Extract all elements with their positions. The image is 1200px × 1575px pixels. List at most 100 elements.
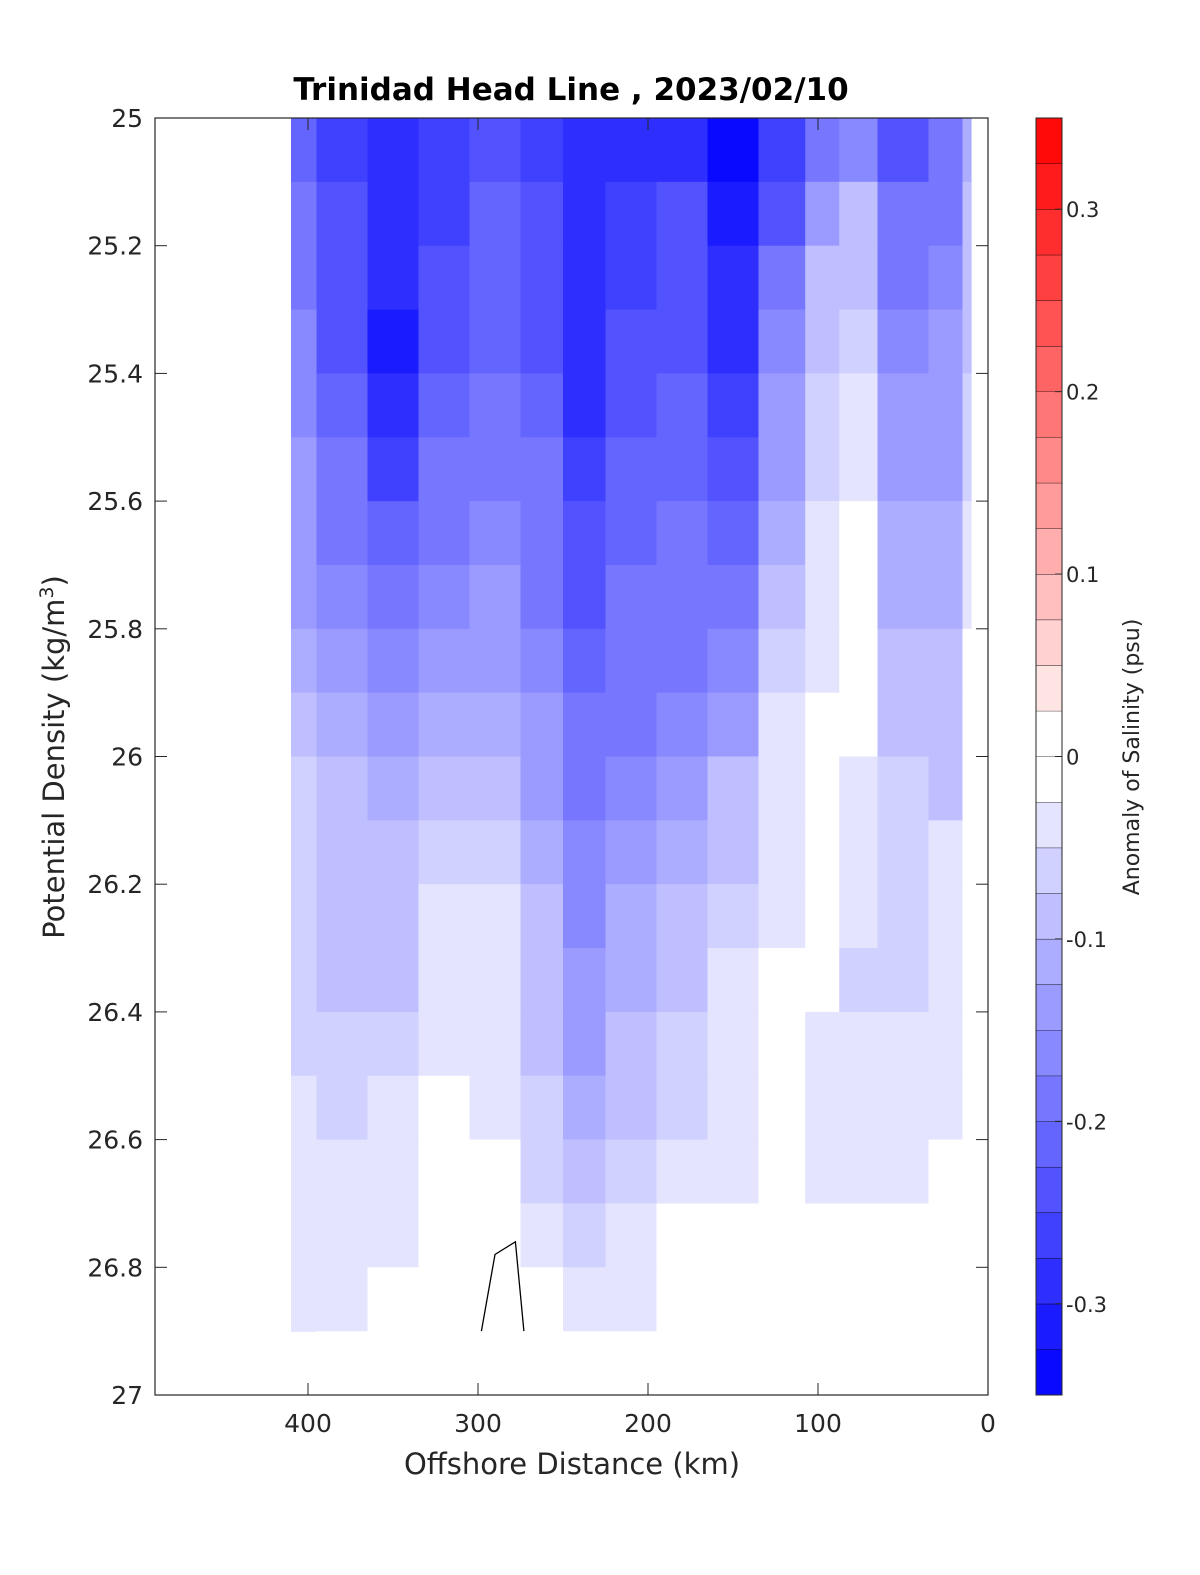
heatmap-cell (839, 948, 879, 1013)
colorbar-bands (1036, 117, 1062, 1395)
colorbar-band (1036, 1075, 1062, 1122)
colorbar-band (1036, 209, 1062, 255)
heatmap-cell (520, 884, 564, 949)
heatmap-cell (418, 1075, 471, 1141)
heatmap-cell (418, 1267, 471, 1332)
heatmap-cell (928, 756, 964, 821)
heatmap-cell (805, 245, 840, 311)
heatmap-cell (758, 1331, 806, 1332)
heatmap-cell (316, 628, 369, 694)
heatmap-cell (469, 437, 522, 502)
heatmap-cell (367, 501, 420, 566)
heatmap-cell (656, 118, 709, 183)
heatmap-cell (839, 437, 879, 502)
colorbar-band (1036, 710, 1062, 757)
heatmap-cell (418, 948, 471, 1013)
y-tick-label: 25 (111, 104, 143, 133)
heatmap-cell (707, 1203, 760, 1268)
heatmap-cell (758, 1203, 806, 1268)
heatmap-cell (605, 1331, 658, 1332)
heatmap-cell (605, 373, 658, 438)
heatmap-cell (928, 692, 964, 758)
heatmap-cell (291, 564, 318, 630)
heatmap-cell (707, 820, 760, 885)
heatmap-cell (563, 820, 607, 885)
heatmap-cell (291, 181, 318, 247)
x-axis-ticks: 400 300 200 100 0 (284, 118, 996, 1438)
heatmap-cell (469, 245, 522, 311)
colorbar-band (1036, 619, 1062, 666)
heatmap-cell (928, 181, 964, 247)
heatmap-cell (877, 692, 930, 758)
heatmap-cell (520, 756, 564, 821)
y-tick-label: 26.6 (87, 1126, 143, 1155)
heatmap-cell (563, 309, 607, 374)
heatmap-cell (367, 564, 420, 630)
heatmap-cell (877, 309, 930, 374)
heatmap-cell (316, 181, 369, 247)
y-tick-label: 26.4 (87, 998, 143, 1027)
heatmap-cell (291, 437, 318, 502)
heatmap-cell (805, 1267, 840, 1332)
heatmap-cell (367, 1203, 420, 1268)
heatmap-cell (877, 1011, 930, 1077)
heatmap-cell (563, 1075, 607, 1141)
y-tick-label: 26.8 (87, 1253, 143, 1282)
heatmap-cell (520, 1267, 564, 1332)
heatmap-cell (707, 756, 760, 821)
heatmap-cell (316, 373, 369, 438)
heatmap-cell (520, 820, 564, 885)
colorbar-tick-label: 0.3 (1066, 198, 1099, 222)
heatmap-cell (367, 437, 420, 502)
heatmap-cell (656, 884, 709, 949)
heatmap-cell (316, 756, 369, 821)
heatmap-cell (469, 1139, 522, 1205)
heatmap-cell (291, 245, 318, 311)
heatmap-cell (316, 245, 369, 311)
heatmap-cell (962, 1075, 972, 1141)
heatmap-cell (291, 1011, 318, 1077)
heatmap-cell (805, 564, 840, 630)
heatmap-cell (758, 1011, 806, 1077)
heatmap-cell (805, 820, 840, 885)
heatmap-cell (291, 373, 318, 438)
heatmap-cell (758, 820, 806, 885)
heatmap-cell (656, 373, 709, 438)
heatmap-cell (656, 692, 709, 758)
heatmap-cell (563, 1203, 607, 1268)
heatmap-cell (839, 373, 879, 438)
heatmap-cell (877, 1267, 930, 1332)
heatmap-cell (605, 820, 658, 885)
heatmap-cell (520, 1203, 564, 1268)
heatmap-cell (605, 692, 658, 758)
heatmap-cell (839, 756, 879, 821)
heatmap-cell (758, 948, 806, 1013)
colorbar-band (1036, 1349, 1062, 1395)
heatmap-cell (962, 118, 972, 183)
x-tick-label: 0 (980, 1409, 996, 1438)
heatmap-cell (563, 628, 607, 694)
heatmap-cell (962, 245, 972, 311)
heatmap-cell (656, 181, 709, 247)
heatmap-cell (469, 181, 522, 247)
heatmap-cell (367, 628, 420, 694)
colorbar-band (1036, 1212, 1062, 1259)
colorbar-band (1036, 163, 1062, 210)
y-tick-label: 25.4 (87, 359, 143, 388)
heatmap-cell (928, 1075, 964, 1141)
heatmap-cell (316, 1203, 369, 1268)
heatmap-cell (928, 1139, 964, 1205)
heatmap-cell (962, 948, 972, 1013)
heatmap-cell (367, 373, 420, 438)
heatmap-cell (605, 309, 658, 374)
heatmap-cell (707, 1011, 760, 1077)
colorbar-band (1036, 893, 1062, 939)
heatmap-cell (367, 118, 420, 183)
heatmap-cell (707, 245, 760, 311)
heatmap-cell (605, 1011, 658, 1077)
colorbar-band (1036, 1030, 1062, 1076)
heatmap-cell (418, 437, 471, 502)
heatmap-cell (877, 373, 930, 438)
colorbar-band (1036, 482, 1062, 529)
heatmap-cell (563, 948, 607, 1013)
